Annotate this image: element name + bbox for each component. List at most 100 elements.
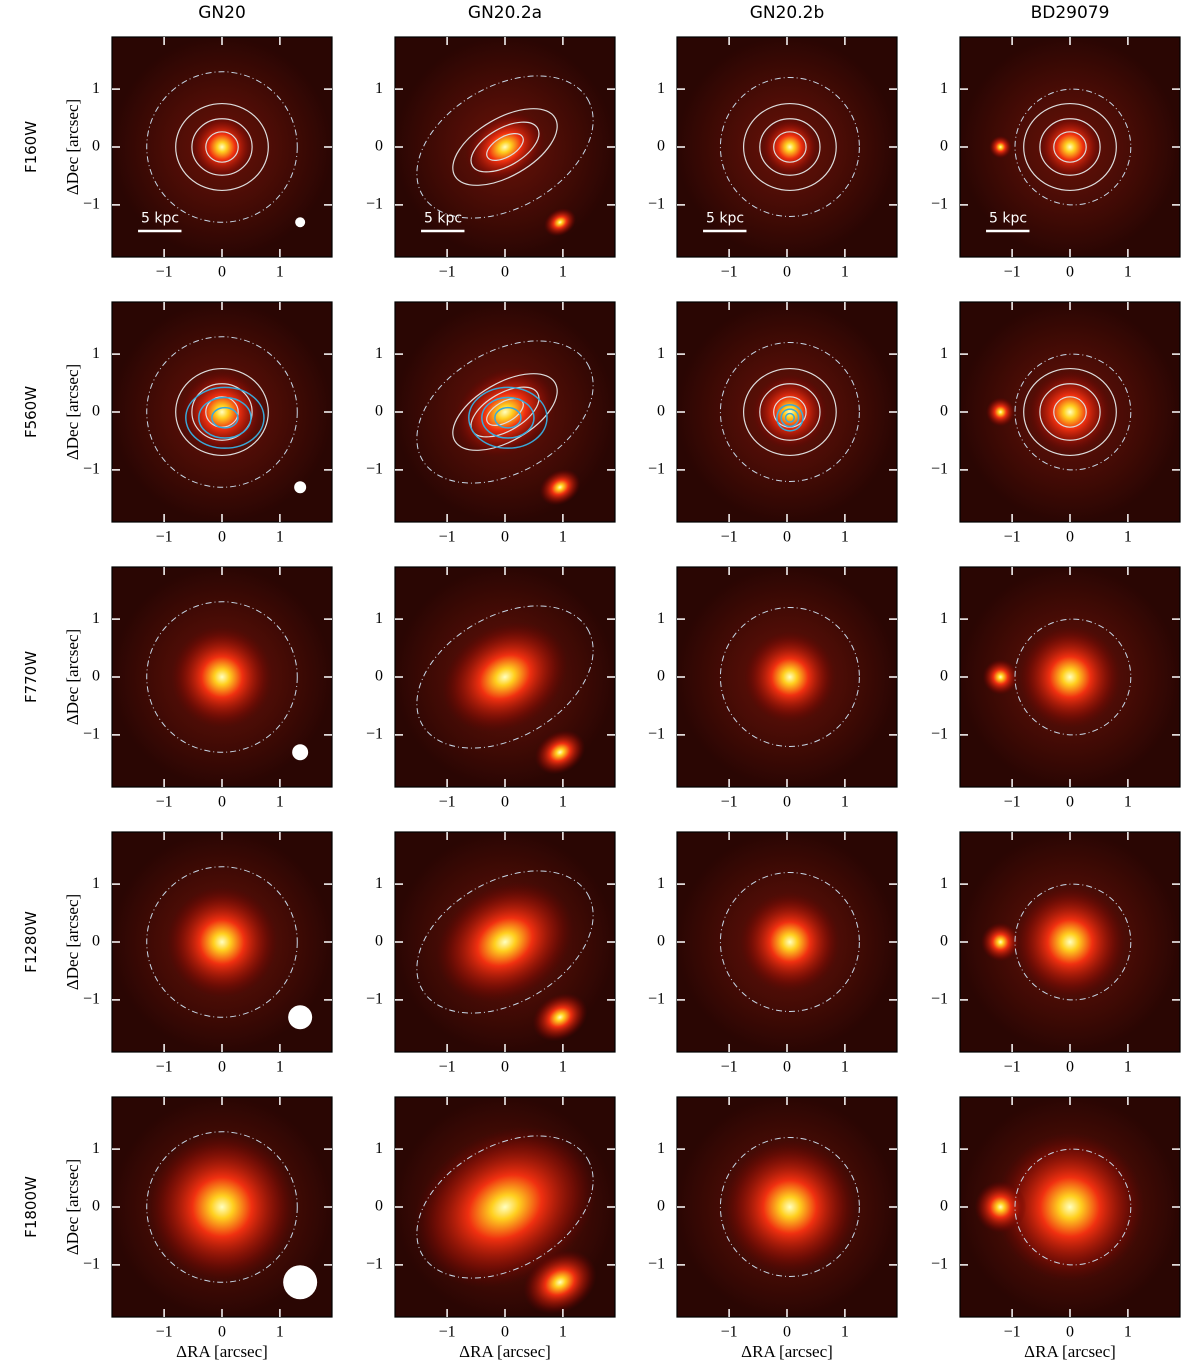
panel: 5 kpc −1 0 1 −1 0 1 <box>366 36 616 281</box>
source-emission <box>723 1140 857 1274</box>
source-emission <box>534 730 586 775</box>
y-tick-label: 0 <box>375 403 383 420</box>
y-tick-label: −1 <box>931 196 948 213</box>
x-tick-label: −1 <box>156 264 173 281</box>
x-tick-label: −1 <box>439 1059 456 1076</box>
y-tick-label: 0 <box>657 668 665 685</box>
source-emission <box>442 621 568 733</box>
x-tick-label: 1 <box>1124 1059 1132 1076</box>
contour <box>759 383 821 441</box>
x-tick-label: 1 <box>559 1324 567 1341</box>
y-tick-label: 1 <box>657 875 665 892</box>
contour <box>175 367 269 457</box>
x-tick-label: 1 <box>559 794 567 811</box>
aperture <box>1014 88 1132 206</box>
x-tick-label: 1 <box>1124 794 1132 811</box>
source-emission <box>523 1250 597 1315</box>
aperture <box>719 1137 860 1277</box>
x-tick-label: 1 <box>841 529 849 546</box>
y-tick-label: 0 <box>92 668 100 685</box>
source-emission <box>465 111 545 183</box>
aperture <box>416 605 594 749</box>
aperture <box>719 607 860 747</box>
row-label: F770W <box>22 651 40 703</box>
psf-beam <box>292 744 309 761</box>
panel: 5 kpc −1 0 1 −1 0 1 <box>648 36 898 281</box>
contour <box>1053 131 1087 163</box>
y-tick-label: 0 <box>657 1198 665 1215</box>
panel: −1 0 1 −1 0 1 <box>366 1096 616 1341</box>
panel: −1 0 1 −1 0 1 <box>366 301 616 546</box>
x-tick-label: −1 <box>439 529 456 546</box>
x-tick-label: 0 <box>501 1324 509 1341</box>
scale-bar-label: 5 kpc <box>706 210 744 226</box>
x-axis-label: ΔRA [arcsec] <box>741 1342 833 1361</box>
aperture <box>719 342 860 482</box>
y-tick-label: −1 <box>83 461 100 478</box>
x-tick-label: 1 <box>1124 1324 1132 1341</box>
y-tick-label: 1 <box>657 610 665 627</box>
x-tick-label: −1 <box>1004 794 1021 811</box>
x-tick-label: 1 <box>276 529 284 546</box>
x-tick-label: 0 <box>1066 264 1074 281</box>
contour <box>1053 396 1087 428</box>
y-tick-label: 0 <box>940 138 948 155</box>
x-axis-label: ΔRA [arcsec] <box>176 1342 268 1361</box>
panel: −1 0 1 −1 0 1 <box>648 831 898 1076</box>
x-tick-label: −1 <box>156 529 173 546</box>
source-emission <box>171 626 273 728</box>
x-tick-label: 0 <box>218 264 226 281</box>
y-tick-label: −1 <box>648 461 665 478</box>
co-contour <box>494 406 522 429</box>
y-axis-label: ΔDec [arcsec] <box>63 364 82 460</box>
x-tick-label: 1 <box>559 264 567 281</box>
psf-beam <box>294 481 307 494</box>
source-emission <box>544 208 576 237</box>
psf-beam <box>283 1265 318 1300</box>
source-emission <box>1014 886 1126 998</box>
y-tick-label: 0 <box>92 933 100 950</box>
y-tick-label: −1 <box>366 726 383 743</box>
source-emission <box>739 891 840 993</box>
source-emission <box>1028 370 1112 454</box>
x-tick-label: −1 <box>439 1324 456 1341</box>
y-tick-label: 0 <box>375 933 383 950</box>
x-tick-label: −1 <box>156 1324 173 1341</box>
y-axis-label: ΔDec [arcsec] <box>63 99 82 195</box>
contour <box>1039 383 1101 441</box>
contour <box>191 383 253 441</box>
source-emission <box>982 659 1019 695</box>
panel: −1 0 1 −1 0 1 <box>366 566 616 811</box>
x-tick-label: 0 <box>783 529 791 546</box>
x-tick-label: 1 <box>559 529 567 546</box>
x-tick-label: 0 <box>783 794 791 811</box>
panel: −1 0 1 −1 0 1 <box>83 1096 333 1341</box>
y-tick-label: −1 <box>931 461 948 478</box>
panel: −1 0 1 −1 0 1 <box>931 1096 1181 1341</box>
scale-bar-label: 5 kpc <box>141 210 179 226</box>
aperture <box>1014 1148 1132 1266</box>
source-emission <box>744 631 836 723</box>
y-tick-label: 0 <box>657 138 665 155</box>
source-emission <box>147 1132 297 1282</box>
row-label: F560W <box>22 386 40 438</box>
column-title: BD29079 <box>1031 3 1110 23</box>
y-tick-label: 0 <box>940 1198 948 1215</box>
y-tick-label: 1 <box>375 1140 383 1157</box>
row-label: F160W <box>22 121 40 173</box>
y-tick-label: −1 <box>648 196 665 213</box>
x-tick-label: 0 <box>501 1059 509 1076</box>
y-axis-label: ΔDec [arcsec] <box>63 1159 82 1255</box>
x-tick-label: 0 <box>1066 529 1074 546</box>
co-contour <box>776 404 804 432</box>
y-tick-label: 1 <box>940 610 948 627</box>
co-contour <box>198 396 252 439</box>
aperture <box>416 75 594 219</box>
co-contour <box>780 408 800 428</box>
x-tick-label: 0 <box>218 1059 226 1076</box>
y-tick-label: 1 <box>657 80 665 97</box>
panel: −1 0 1 −1 0 1 <box>366 831 616 1076</box>
source-emission <box>453 366 557 458</box>
x-tick-label: 1 <box>1124 529 1132 546</box>
